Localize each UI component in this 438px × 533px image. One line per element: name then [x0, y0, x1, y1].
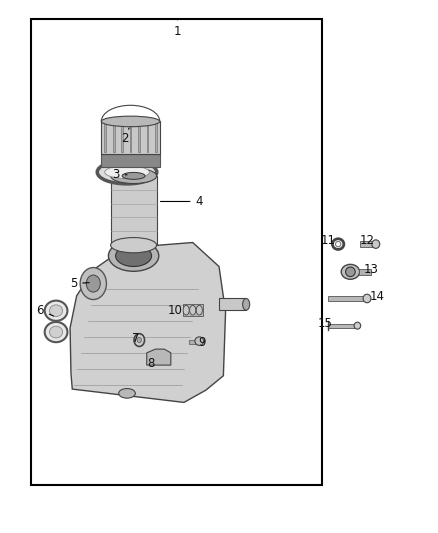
Bar [189, 340, 200, 344]
Point [195, 286, 200, 292]
Bar [146, 122, 148, 152]
Bar [121, 122, 123, 152]
Bar [113, 122, 115, 152]
Point [108, 187, 113, 193]
Ellipse shape [372, 240, 380, 248]
Ellipse shape [190, 305, 196, 315]
Text: 7: 7 [132, 332, 140, 345]
Ellipse shape [243, 298, 250, 310]
Circle shape [134, 334, 145, 346]
Point [187, 334, 192, 340]
Bar [130, 122, 131, 152]
Ellipse shape [49, 305, 63, 317]
Bar [219, 298, 246, 310]
Ellipse shape [109, 240, 159, 271]
Text: 4: 4 [160, 195, 203, 208]
Bar [31, 19, 322, 485]
Point [108, 228, 113, 235]
Polygon shape [147, 349, 171, 365]
Polygon shape [70, 243, 226, 402]
Bar [328, 324, 355, 328]
Text: 15: 15 [318, 317, 332, 330]
Ellipse shape [49, 326, 63, 338]
Text: 2: 2 [121, 128, 129, 145]
Ellipse shape [101, 116, 160, 127]
Bar [104, 122, 106, 152]
Text: 3: 3 [113, 168, 127, 181]
Point [154, 200, 159, 207]
Ellipse shape [196, 305, 202, 315]
Circle shape [137, 337, 141, 343]
Ellipse shape [195, 337, 204, 345]
Ellipse shape [354, 322, 360, 329]
Point [85, 318, 90, 324]
Bar [110, 176, 156, 245]
Point [108, 200, 113, 207]
Ellipse shape [45, 301, 67, 321]
Ellipse shape [341, 264, 360, 279]
Ellipse shape [97, 160, 157, 184]
Point [154, 214, 159, 221]
Text: 11: 11 [321, 235, 336, 247]
Bar [138, 122, 140, 152]
Text: 8: 8 [148, 357, 155, 370]
Circle shape [80, 268, 106, 300]
Point [190, 318, 195, 324]
Ellipse shape [45, 322, 67, 342]
Bar [360, 241, 377, 247]
Text: 1: 1 [173, 19, 181, 38]
Point [88, 302, 94, 308]
Point [92, 286, 97, 292]
Ellipse shape [116, 245, 152, 266]
Text: 14: 14 [369, 290, 384, 303]
Ellipse shape [346, 267, 355, 277]
Text: 6: 6 [36, 304, 53, 317]
Point [182, 366, 187, 372]
Text: 13: 13 [364, 263, 379, 276]
Point [154, 187, 159, 193]
Text: 12: 12 [360, 235, 374, 247]
Ellipse shape [363, 294, 371, 303]
Bar [101, 122, 160, 154]
Point [74, 366, 80, 372]
Ellipse shape [122, 173, 145, 179]
Ellipse shape [110, 238, 157, 253]
Point [179, 382, 184, 388]
Ellipse shape [110, 168, 157, 183]
Text: 5: 5 [70, 277, 89, 290]
Bar [359, 269, 371, 275]
Bar [101, 154, 160, 166]
Point [325, 318, 330, 324]
Ellipse shape [119, 389, 135, 398]
Point [81, 334, 87, 340]
Bar [328, 296, 364, 301]
Text: 9: 9 [198, 336, 206, 349]
Bar [183, 304, 203, 316]
Point [71, 382, 76, 388]
Text: 10: 10 [168, 304, 183, 317]
Bar [155, 122, 157, 152]
Point [154, 228, 159, 235]
Point [108, 214, 113, 221]
Circle shape [86, 275, 100, 292]
Ellipse shape [105, 166, 149, 179]
Point [184, 350, 190, 356]
Point [325, 327, 330, 334]
Ellipse shape [183, 305, 189, 315]
Point [192, 302, 198, 308]
Point [78, 350, 83, 356]
